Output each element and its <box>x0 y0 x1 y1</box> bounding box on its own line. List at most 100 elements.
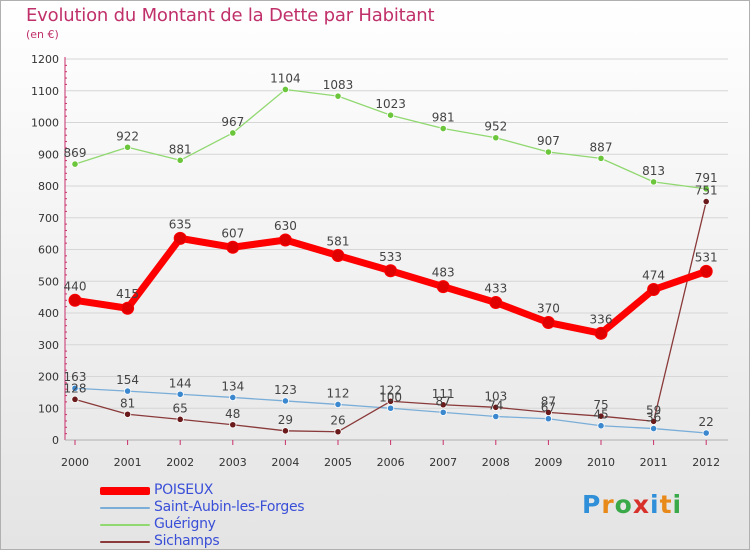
data-label: 869 <box>64 146 87 160</box>
data-label: 952 <box>484 120 507 134</box>
data-label: 74 <box>488 399 503 413</box>
x-tick-label: 2005 <box>324 456 352 469</box>
data-label: 581 <box>327 235 350 249</box>
data-label: 1023 <box>375 97 406 111</box>
data-point <box>649 417 658 425</box>
data-point <box>124 143 132 151</box>
data-point <box>176 390 184 398</box>
data-point <box>439 401 447 409</box>
data-point <box>649 178 658 186</box>
data-label: 67 <box>541 401 556 415</box>
logo-letter: x <box>632 490 650 519</box>
data-point <box>544 415 553 423</box>
y-tick-label: 900 <box>38 148 59 161</box>
data-label: 1083 <box>323 78 354 92</box>
legend-label: POISEUX <box>154 482 214 498</box>
data-label: 75 <box>593 398 608 412</box>
data-point <box>594 326 608 340</box>
data-point <box>334 92 342 100</box>
data-label: 881 <box>169 142 192 156</box>
data-point <box>541 316 555 330</box>
y-tick-label: 700 <box>38 212 59 225</box>
x-tick-label: 2007 <box>429 456 457 469</box>
y-tick-label: 200 <box>38 371 59 384</box>
data-label: 123 <box>274 383 297 397</box>
data-point <box>71 160 79 168</box>
y-tick-label: 400 <box>38 307 59 320</box>
data-point <box>597 154 605 162</box>
chart-subtitle: (en €) <box>26 28 59 41</box>
data-label: 59 <box>646 403 661 417</box>
data-point <box>702 197 710 206</box>
data-point <box>281 427 289 435</box>
data-label: 922 <box>116 129 139 143</box>
data-label: 65 <box>173 401 188 415</box>
data-label: 26 <box>330 414 345 428</box>
legend-label: Sichamps <box>154 533 220 549</box>
x-tick-label: 2008 <box>482 456 510 469</box>
y-tick-label: 600 <box>38 244 59 257</box>
y-tick-label: 100 <box>38 402 59 415</box>
data-label: 87 <box>436 394 451 408</box>
data-point <box>173 231 187 245</box>
logo-letter: r <box>601 490 615 519</box>
legend-swatch <box>100 487 150 495</box>
y-tick-label: 500 <box>38 275 59 288</box>
data-point <box>176 415 184 423</box>
logo-letter: o <box>614 490 633 519</box>
legend-label: Guérigny <box>154 516 216 532</box>
data-label: 483 <box>432 266 455 280</box>
data-point <box>281 397 289 405</box>
data-label: 36 <box>646 411 661 425</box>
data-point <box>597 422 605 430</box>
data-label: 907 <box>537 134 560 148</box>
data-label: 967 <box>221 115 244 129</box>
x-tick-label: 2009 <box>534 456 562 469</box>
data-point <box>439 124 447 133</box>
data-point <box>229 129 237 137</box>
data-point <box>492 403 500 411</box>
legend-swatch <box>100 524 150 526</box>
data-label: 112 <box>327 386 350 400</box>
data-label: 1104 <box>270 71 301 85</box>
data-point <box>331 249 345 263</box>
data-label: 103 <box>484 389 507 403</box>
y-tick-label: 1200 <box>31 53 59 66</box>
data-point <box>492 134 500 142</box>
data-point <box>226 240 240 254</box>
data-label: 474 <box>642 269 665 283</box>
x-tick-label: 2006 <box>377 456 405 469</box>
y-tick-label: 1100 <box>31 85 59 98</box>
data-point <box>68 293 82 307</box>
data-point <box>544 408 553 416</box>
data-label: 981 <box>432 111 455 125</box>
legend-swatch <box>100 507 150 509</box>
data-point <box>702 185 710 193</box>
data-label: 81 <box>120 396 135 410</box>
data-label: 751 <box>695 184 718 198</box>
legend-label: Saint-Aubin-les-Forges <box>154 499 305 515</box>
data-label: 635 <box>169 217 192 231</box>
data-label: 370 <box>537 302 560 316</box>
data-label: 433 <box>484 282 507 296</box>
data-point <box>386 404 395 412</box>
data-label: 128 <box>64 381 87 395</box>
data-point <box>334 428 342 436</box>
x-tick-label: 2004 <box>271 456 299 469</box>
data-point <box>649 424 658 433</box>
data-point <box>492 412 500 421</box>
y-tick-label: 0 <box>52 434 59 447</box>
data-point <box>597 412 605 420</box>
data-point <box>436 280 450 294</box>
data-point <box>229 421 237 429</box>
data-label: 415 <box>116 287 139 301</box>
data-point <box>121 301 135 315</box>
data-point <box>439 408 447 416</box>
data-point <box>702 429 710 437</box>
x-tick-label: 2001 <box>114 456 142 469</box>
data-label: 813 <box>642 164 665 178</box>
data-point <box>124 387 132 395</box>
data-label: 440 <box>64 279 87 293</box>
